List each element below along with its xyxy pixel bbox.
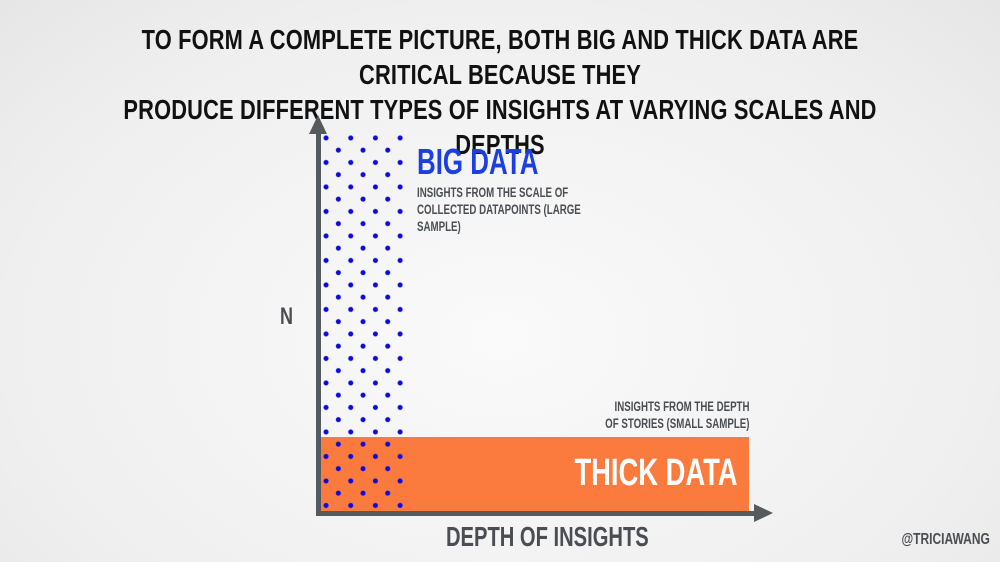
thick-data-description: INSIGHTS FROM THE DEPTH OF STORIES (SMAL… — [606, 398, 750, 432]
thick-data-description-line-2: OF STORIES (SMALL SAMPLE) — [605, 416, 750, 431]
y-axis-label: N — [280, 303, 294, 330]
big-data-title: BIG DATA — [417, 141, 539, 182]
x-axis-label: DEPTH OF INSIGHTS — [446, 521, 649, 552]
big-data-dots-overlay — [321, 437, 407, 511]
thick-data-title: THICK DATA — [574, 452, 738, 494]
y-axis-arrow-icon — [309, 115, 327, 134]
author-credit: @TRICIAWANG — [901, 531, 990, 548]
x-axis-arrow-icon — [754, 504, 773, 522]
thick-data-description-line-1: INSIGHTS FROM THE DEPTH — [614, 399, 750, 414]
big-data-description: INSIGHTS FROM THE SCALE OF COLLECTED DAT… — [417, 185, 581, 234]
title-line-1: TO FORM A COMPLETE PICTURE, BOTH BIG AND… — [141, 24, 859, 90]
title-line-2: PRODUCE DIFFERENT TYPES OF INSIGHTS AT V… — [123, 94, 877, 160]
x-axis-line — [316, 511, 756, 516]
slide-title: TO FORM A COMPLETE PICTURE, BOTH BIG AND… — [0, 22, 1000, 162]
y-axis-line — [316, 132, 321, 516]
